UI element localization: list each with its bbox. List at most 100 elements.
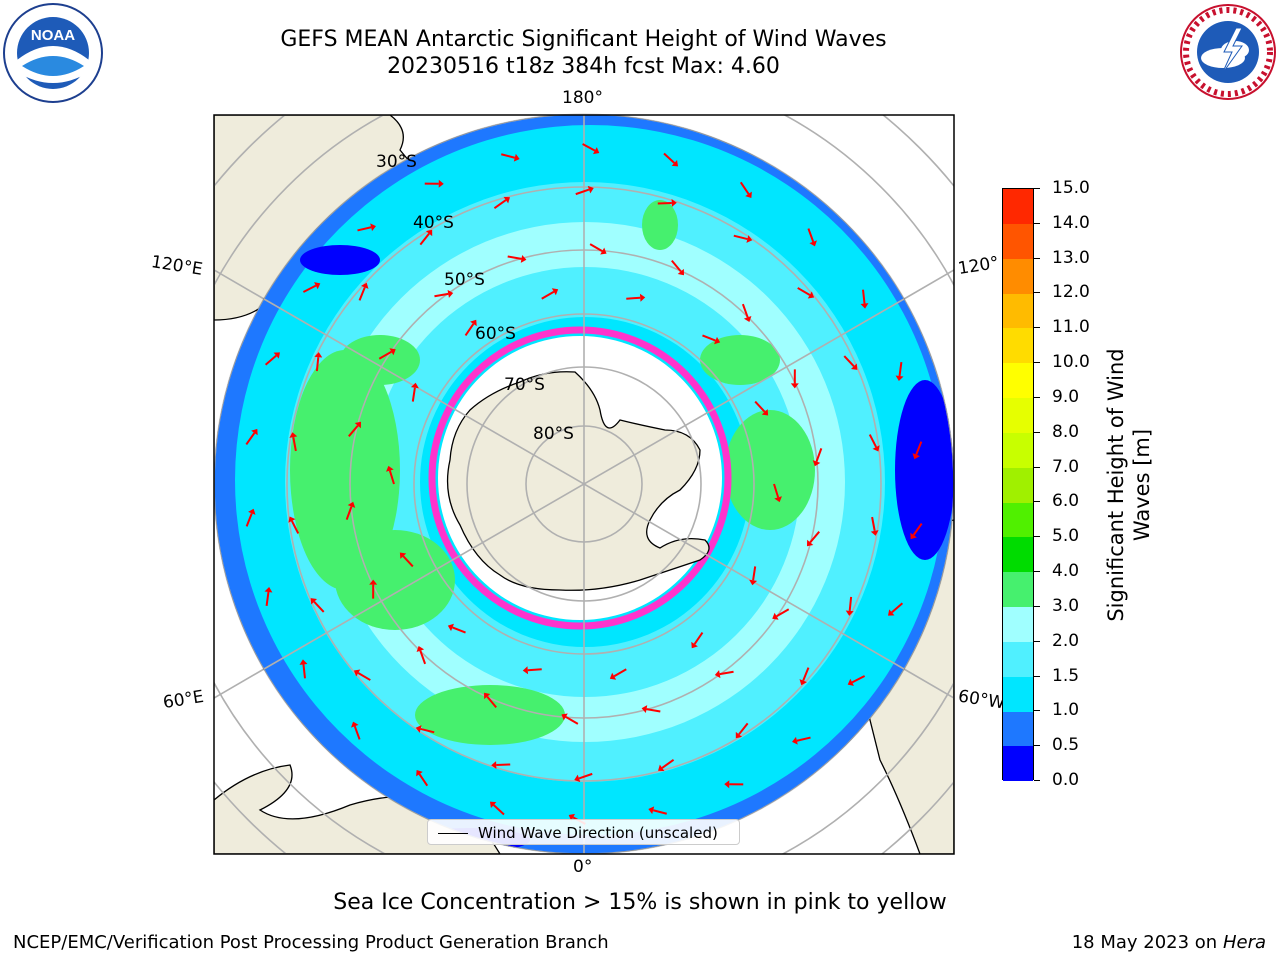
wave-arrow-head — [314, 352, 323, 358]
wave-arrow — [496, 763, 511, 767]
wave-arrow — [891, 602, 904, 614]
wave-arrow — [797, 287, 811, 296]
colorbar-tick-label: 3.0 — [1052, 595, 1080, 616]
wave-arrow-head — [389, 348, 396, 356]
colorbar-tick-label: 9.0 — [1052, 386, 1080, 407]
lon-label-0: 0° — [573, 857, 593, 877]
wave-arrow-head — [248, 508, 256, 515]
wave-arrow-head — [746, 235, 753, 243]
wave-arrow — [754, 400, 766, 413]
colorbar-tick-label: 0.5 — [1052, 735, 1080, 756]
wave-arrow — [464, 323, 475, 337]
wave-arrow-head — [774, 496, 782, 503]
wave-arrow-head — [484, 692, 491, 700]
wave-arrow — [652, 809, 667, 815]
wave-arrow — [357, 672, 371, 681]
colorbar-tick-label: 11.0 — [1052, 317, 1090, 338]
wave-arrow — [719, 670, 734, 676]
wave-arrow-head — [353, 669, 361, 677]
wave-arrow-head — [845, 610, 854, 616]
wave-arrow — [733, 234, 748, 241]
wave-arrow-head — [273, 352, 280, 359]
wave-arrow-head — [551, 288, 559, 296]
wave-arrow-head — [416, 645, 425, 653]
footer-date: 18 May 2023 on Hera — [1071, 932, 1266, 953]
wave-arrow — [452, 626, 466, 634]
sea-ice-note: Sea Ice Concentration > 15% is shown in … — [333, 890, 947, 915]
colorbar-tick-mark — [1034, 605, 1040, 607]
wave-arrow-head — [806, 539, 814, 547]
wave-arrow — [313, 601, 325, 613]
wave-arrow-head — [299, 659, 308, 665]
wave-arrow-head — [745, 191, 752, 199]
wave-arrow-head — [639, 293, 646, 302]
colorbar-segment — [1003, 676, 1033, 712]
lat-label-60: 60°S — [475, 324, 516, 344]
wave-arrow — [302, 284, 317, 293]
wave-arrow — [292, 436, 297, 452]
wave-arrow — [290, 520, 300, 534]
colorbar-tick-mark — [1034, 780, 1040, 781]
wave-arrow-head — [743, 315, 752, 323]
wave-arrow-head — [799, 679, 807, 686]
wave-arrow-head — [289, 432, 298, 438]
wave-arrow-head — [447, 623, 454, 632]
wave-arrow-head — [386, 465, 394, 472]
wave-arrow-head — [600, 247, 607, 255]
wave-arrow — [851, 675, 866, 684]
wave-arrow — [843, 355, 855, 367]
colorbar-segment — [1003, 189, 1033, 224]
colorbar-tick-label: 10.0 — [1052, 352, 1090, 373]
wave-arrow — [357, 226, 372, 232]
wave-arrow — [565, 716, 579, 725]
colorbar-segment — [1003, 293, 1033, 329]
wave-arrow — [245, 512, 253, 527]
wave-arrow-head — [470, 319, 477, 327]
colorbar-tick-label: 0.0 — [1052, 770, 1080, 790]
colorbar-tick-mark — [1034, 292, 1040, 294]
colorbar-tick-label: 12.0 — [1052, 282, 1090, 303]
wave-arrow — [626, 296, 641, 300]
wave-arrow-head — [860, 303, 869, 309]
footer-machine: Hera — [1222, 932, 1266, 953]
legend-line — [438, 833, 468, 834]
wave-arrow — [807, 228, 815, 243]
wave-arrow-head — [447, 289, 454, 298]
lat-label-30: 30°S — [376, 152, 417, 172]
wave-arrow-head — [310, 598, 318, 605]
wave-arrow-head — [872, 445, 880, 452]
wave-arrow-head — [399, 552, 407, 559]
wave-arrow — [809, 531, 820, 544]
wave-arrow-head — [714, 336, 721, 345]
lat-label-70: 70°S — [504, 375, 545, 395]
wave-arrow — [912, 523, 923, 536]
wave-arrow-head — [850, 363, 858, 370]
wave-arrow — [739, 181, 750, 195]
wave-arrow-head — [807, 291, 815, 299]
wave-height-field — [214, 115, 954, 854]
lat-label-40: 40°S — [413, 213, 454, 233]
footer-credit: NCEP/EMC/Verification Post Processing Pr… — [13, 932, 609, 953]
colorbar-tick-mark — [1034, 675, 1040, 677]
colorbar-tick-mark — [1034, 466, 1040, 468]
wave-arrow-head — [489, 801, 497, 809]
wave-arrow-head — [587, 185, 594, 194]
wave-arrow — [265, 591, 270, 607]
chart-title: GEFS MEAN Antarctic Significant Height o… — [280, 27, 887, 52]
wave-arrow-head — [369, 579, 378, 585]
colorbar-tick-label: 1.5 — [1052, 665, 1080, 686]
wave-arrow — [419, 650, 427, 665]
wave-arrow-head — [792, 736, 798, 745]
wave-arrow-head — [288, 516, 296, 523]
wave-arrow-head — [761, 409, 769, 416]
colorbar-segment — [1003, 746, 1033, 782]
wave-arrow — [868, 434, 878, 448]
wave-arrow — [646, 708, 661, 713]
wave-arrow — [773, 483, 780, 498]
wave-arrow-head — [351, 721, 359, 728]
svg-text:NOAA: NOAA — [31, 27, 75, 44]
wave-arrow — [492, 804, 505, 816]
wave-arrow-head — [735, 731, 743, 739]
wave-arrow — [776, 608, 790, 618]
